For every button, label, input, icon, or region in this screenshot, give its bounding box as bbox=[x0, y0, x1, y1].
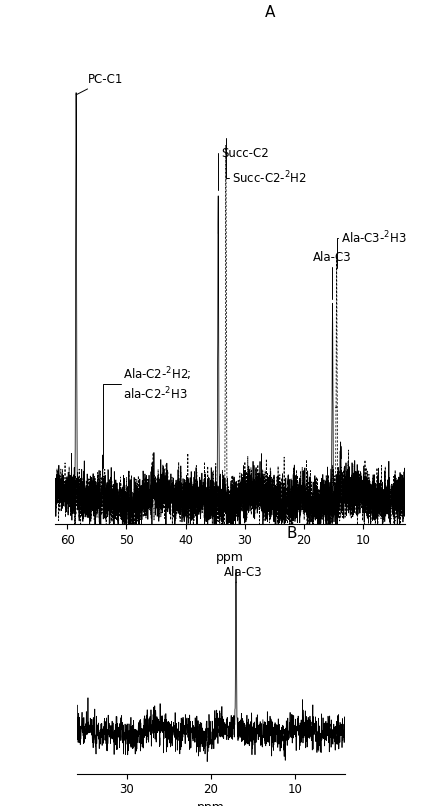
Text: Ala-C3: Ala-C3 bbox=[224, 567, 262, 583]
Text: Succ-C2-$^{2}$H2: Succ-C2-$^{2}$H2 bbox=[226, 138, 307, 186]
X-axis label: ppm: ppm bbox=[197, 800, 225, 806]
Text: PC-C1: PC-C1 bbox=[76, 73, 123, 95]
Text: Ala-C2-$^{2}$H2;
ala-C2-$^{2}$H3: Ala-C2-$^{2}$H2; ala-C2-$^{2}$H3 bbox=[103, 366, 192, 468]
Text: A: A bbox=[265, 5, 275, 20]
Text: Ala-C3: Ala-C3 bbox=[313, 251, 351, 298]
Text: Ala-C3-$^{2}$H3: Ala-C3-$^{2}$H3 bbox=[337, 230, 406, 268]
Text: Succ-C2: Succ-C2 bbox=[218, 147, 269, 190]
X-axis label: ppm: ppm bbox=[216, 550, 244, 563]
Text: B: B bbox=[286, 526, 296, 542]
